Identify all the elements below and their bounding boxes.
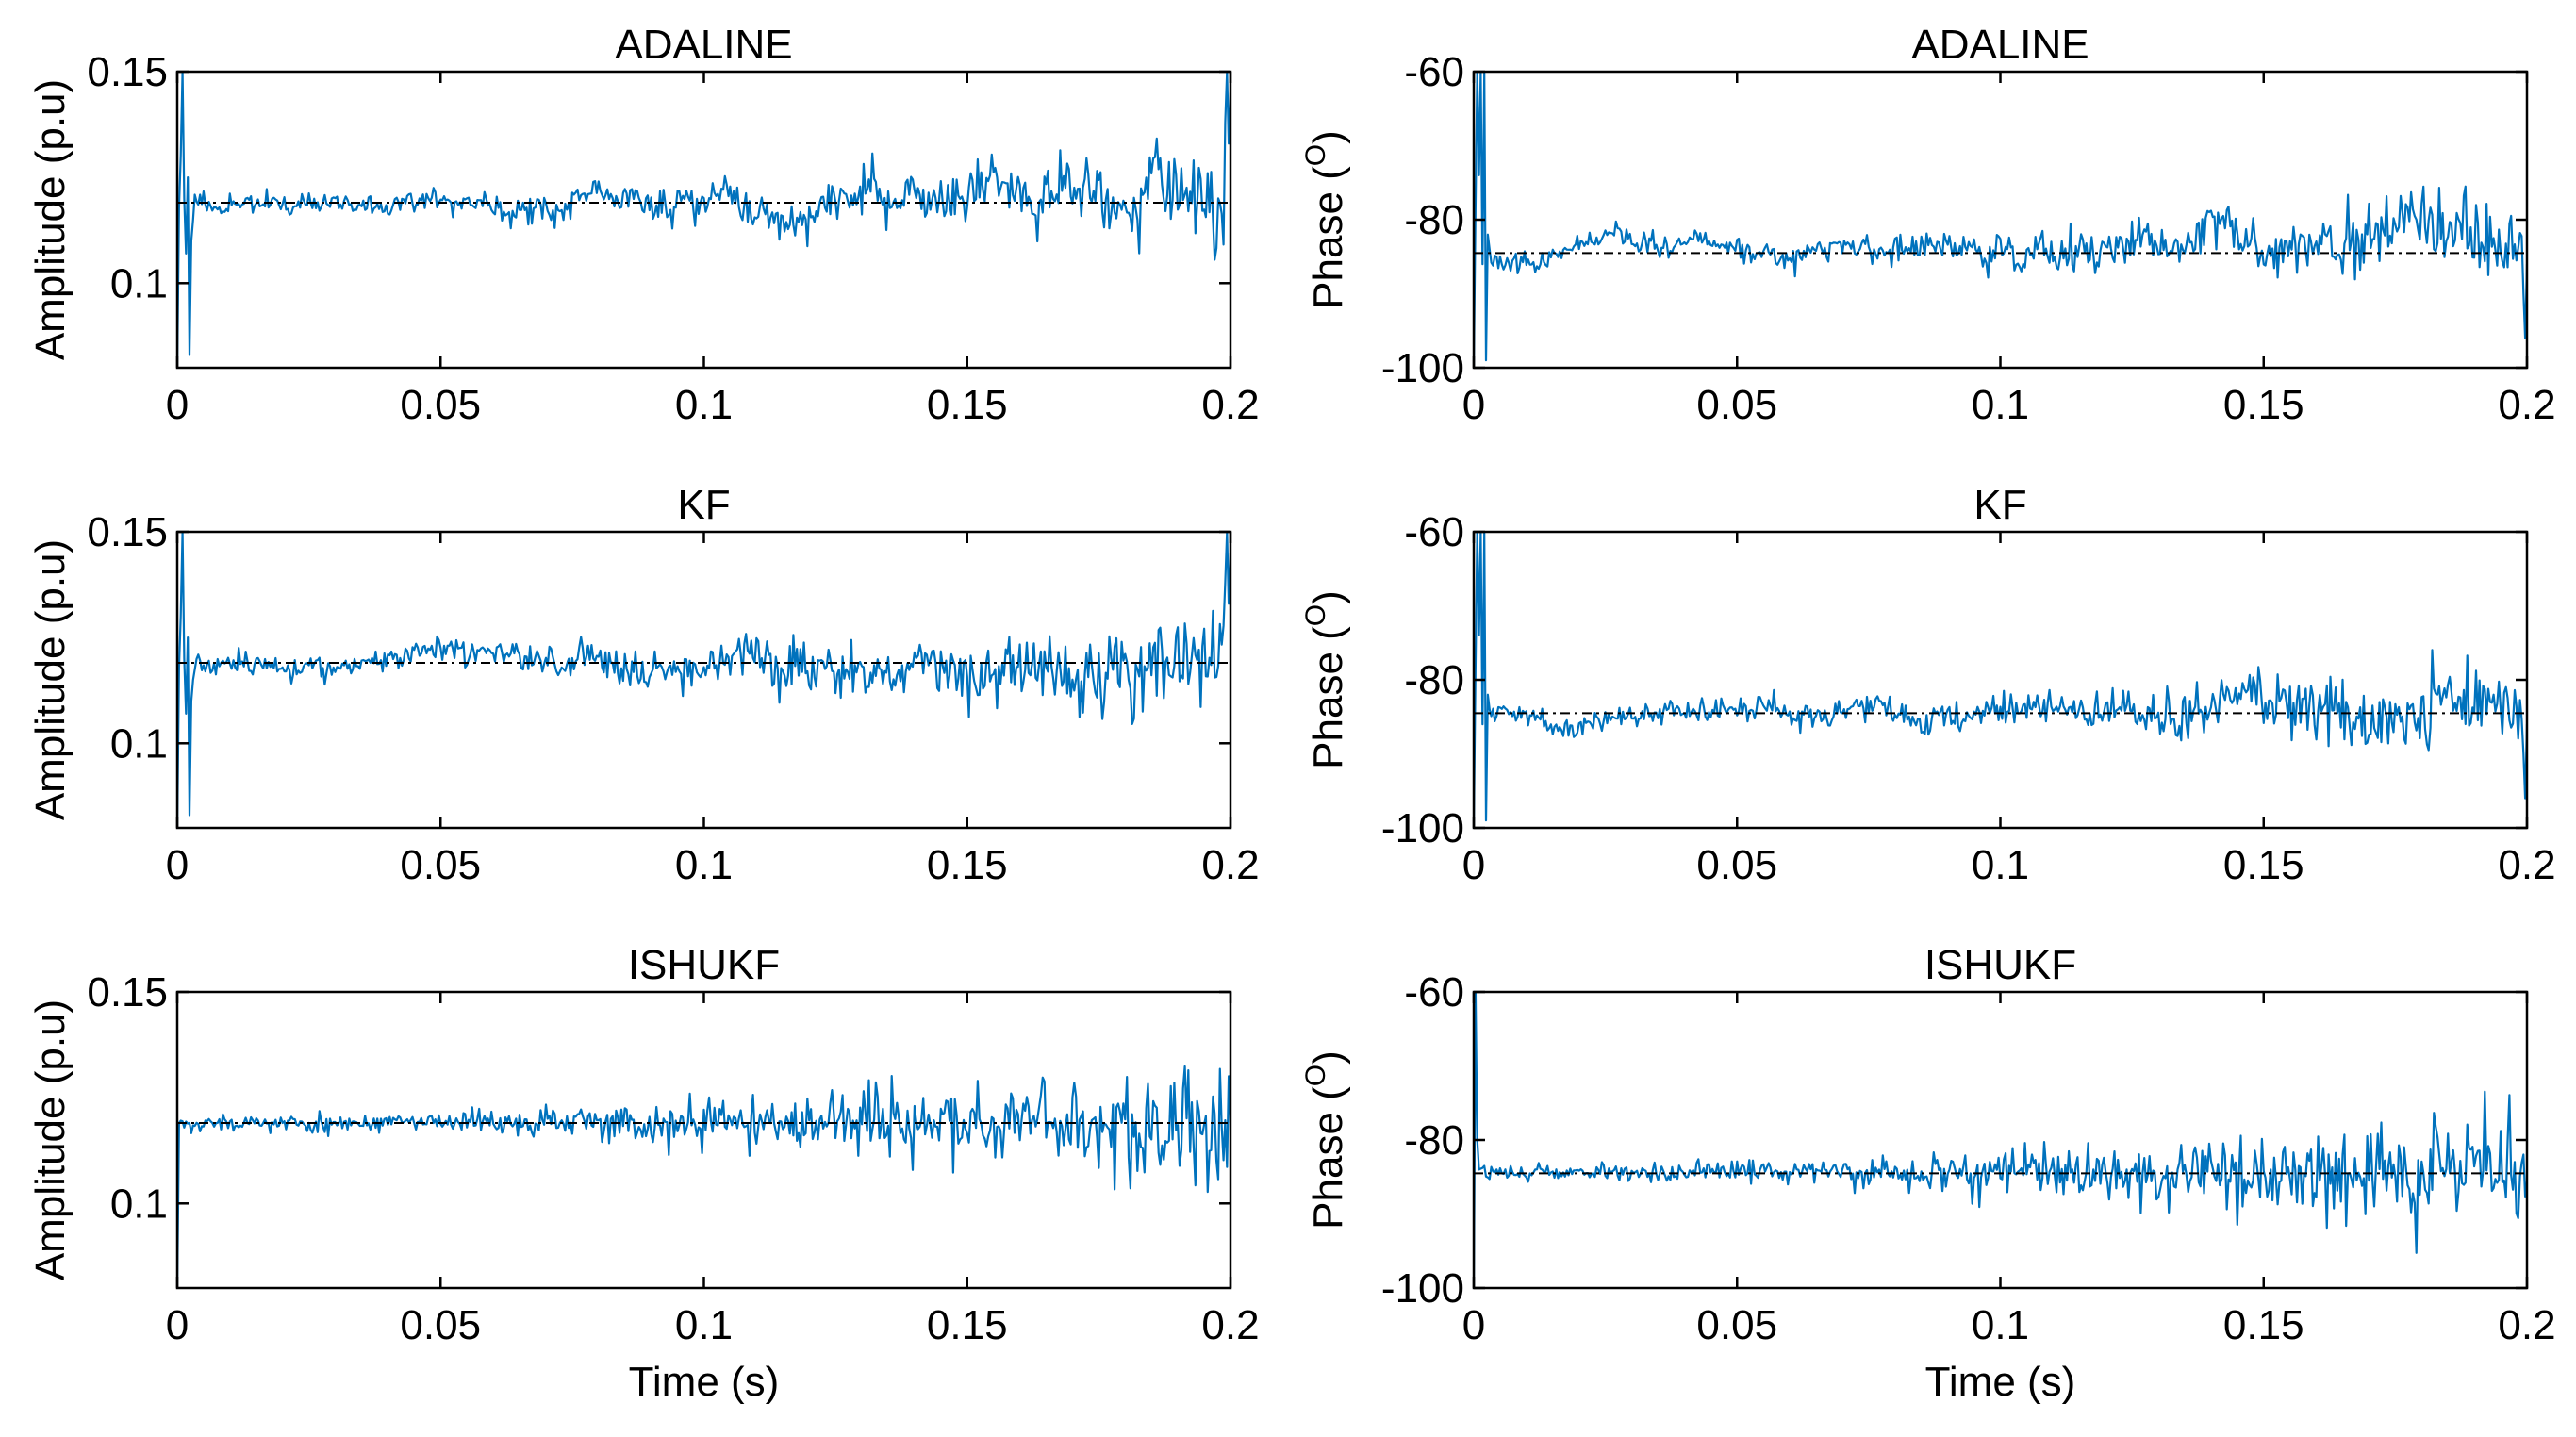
x-tick-label: 0.15: [2223, 1302, 2304, 1348]
y-tick-label: 0.1: [110, 1181, 168, 1227]
subplot-title: ADALINE: [615, 22, 792, 68]
subplot-title: KF: [677, 482, 730, 528]
x-axis-label: Time (s): [629, 1359, 780, 1405]
signal-line: [177, 1065, 1230, 1288]
y-axis-label: Amplitude (p.u): [27, 999, 74, 1280]
x-tick-label: 0: [166, 382, 189, 428]
signal-line: [177, 72, 1230, 368]
x-tick-label: 0.15: [927, 1302, 1008, 1348]
x-tick-label: 0.1: [1972, 1302, 2029, 1348]
subplot-ishukf-amplitude: 0 0.05 0.1 0.15 0.2 0.1 0.15 ISHUKF Amplitude (p…: [27, 942, 1260, 1405]
x-axis-label: Time (s): [1925, 1359, 2076, 1405]
axes-box: [175, 990, 1232, 1290]
x-tick-label: 0.2: [2498, 842, 2555, 888]
x-tick-label: 0.1: [675, 1302, 733, 1348]
y-tick-label: -100: [1381, 1265, 1464, 1312]
y-axis-label-superscript: O: [1300, 604, 1331, 626]
x-tick-label: 0.15: [927, 842, 1008, 888]
y-tick-label: -80: [1404, 197, 1464, 243]
y-axis-label: Amplitude (p.u): [27, 539, 74, 820]
signal-line: [1474, 532, 2527, 828]
subplot-kf-amplitude: 0 0.05 0.1 0.15 0.2 0.1 0.15 KF Amplitude (p.u): [27, 482, 1260, 888]
y-axis-label-end: ): [1305, 1050, 1351, 1065]
y-axis-label: Amplitude (p.u): [27, 79, 74, 360]
x-tick-label: 0.15: [2223, 842, 2304, 888]
axes-box: [1472, 530, 2529, 830]
y-tick-label: 0.1: [110, 720, 168, 767]
x-tick-label: 0.2: [1201, 1302, 1259, 1348]
x-tick-label: 0.2: [2498, 382, 2555, 428]
subplot-adaline-amplitude: 0 0.05 0.1 0.15 0.2 0.1 0.15 ADALINE Amplitude (…: [27, 22, 1260, 428]
y-axis-label: Phase (O): [1300, 1050, 1351, 1230]
x-tick-label: 0.05: [400, 842, 481, 888]
x-tick-label: 0.05: [400, 1302, 481, 1348]
x-tick-label: 0: [166, 842, 189, 888]
y-axis-label-main: Phase (: [1305, 626, 1351, 769]
y-tick-label: -80: [1404, 1117, 1464, 1164]
x-tick-label: 0: [1462, 842, 1485, 888]
y-axis-label-main: Phase (: [1305, 166, 1351, 309]
x-tick-label: 0.15: [927, 382, 1008, 428]
axes-box: [1472, 990, 2529, 1290]
x-tick-label: 0: [1462, 1302, 1485, 1348]
y-axis-label-main: Phase (: [1305, 1086, 1351, 1230]
x-tick-label: 0.1: [675, 842, 733, 888]
x-tick-label: 0: [1462, 382, 1485, 428]
y-tick-label: -60: [1404, 49, 1464, 95]
subplot-title: ISHUKF: [628, 942, 780, 988]
x-tick-label: 0.05: [1696, 1302, 1777, 1348]
signal-line: [1474, 72, 2527, 368]
signal-line: [177, 532, 1230, 828]
y-axis-label: Phase (O): [1300, 590, 1351, 769]
x-tick-label: 0.15: [2223, 382, 2304, 428]
y-tick-label: 0.15: [87, 969, 168, 1016]
x-tick-label: 0.1: [675, 382, 733, 428]
y-tick-label: -60: [1404, 509, 1464, 555]
signal-line: [1474, 992, 2527, 1288]
y-tick-label: -80: [1404, 657, 1464, 703]
y-axis-label-end: ): [1305, 590, 1351, 604]
y-tick-label: 0.15: [87, 49, 168, 95]
y-axis-label: Phase (O): [1300, 130, 1351, 309]
y-tick-label: -100: [1381, 345, 1464, 391]
y-tick-label: -60: [1404, 969, 1464, 1016]
x-tick-label: 0.2: [1201, 382, 1259, 428]
subplot-title: KF: [1973, 482, 2026, 528]
y-axis-label-superscript: O: [1300, 144, 1331, 166]
subplot-kf-phase: 0 0.05 0.1 0.15 0.2 -100 -80 -60 KF Phase (O): [1300, 482, 2556, 888]
y-tick-label: 0.15: [87, 509, 168, 555]
subplot-adaline-phase: 0 0.05 0.1 0.15 0.2 -100 -80 -60 ADALINE Phase (O…: [1300, 22, 2556, 428]
x-tick-label: 0.05: [400, 382, 481, 428]
subplot-title: ADALINE: [1911, 22, 2089, 68]
x-tick-label: 0.2: [2498, 1302, 2555, 1348]
axes-box: [175, 70, 1232, 370]
x-tick-label: 0.05: [1696, 842, 1777, 888]
subplot-title: ISHUKF: [1924, 942, 2076, 988]
x-tick-label: 0.2: [1201, 842, 1259, 888]
subplot-ishukf-phase: 0 0.05 0.1 0.15 0.2 -100 -80 -60 ISHUKF Phase (O)…: [1300, 942, 2556, 1405]
x-tick-label: 0.1: [1972, 382, 2029, 428]
y-tick-label: 0.1: [110, 260, 168, 306]
x-tick-label: 0: [166, 1302, 189, 1348]
x-tick-label: 0.05: [1696, 382, 1777, 428]
y-axis-label-end: ): [1305, 130, 1351, 144]
x-tick-label: 0.1: [1972, 842, 2029, 888]
y-axis-label-superscript: O: [1300, 1065, 1331, 1086]
y-tick-label: -100: [1381, 805, 1464, 851]
